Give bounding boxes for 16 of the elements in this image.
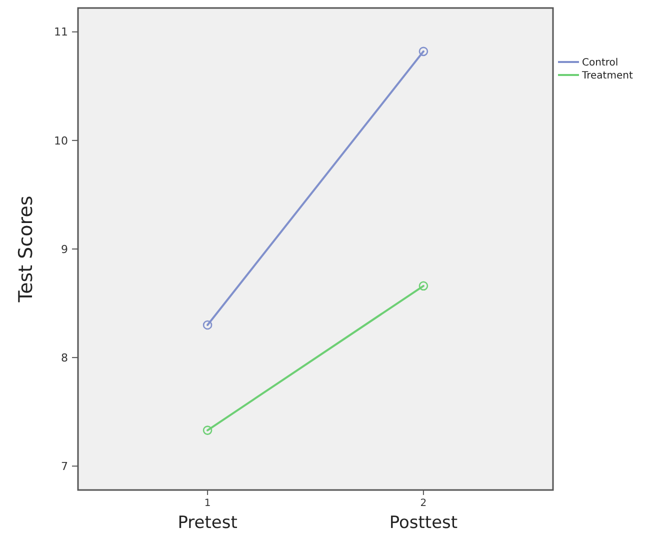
text: Pretest bbox=[178, 513, 238, 533]
point bbox=[418, 46, 428, 56]
y-tick-label: 10 bbox=[54, 134, 68, 148]
text: Posttest bbox=[389, 513, 458, 533]
point bbox=[202, 426, 212, 435]
legend-label: Treatment bbox=[581, 70, 633, 82]
x-tick-label: 2 bbox=[420, 498, 427, 509]
y-tick-label: 8 bbox=[61, 351, 68, 364]
legend-label: Control bbox=[582, 58, 618, 68]
y-tick-label: 7 bbox=[61, 460, 68, 473]
y-tick-label: 9 bbox=[61, 242, 68, 256]
y-axis-title: Test Scores bbox=[15, 196, 37, 304]
x-tick-label: 1 bbox=[204, 498, 211, 509]
point bbox=[418, 281, 428, 291]
point bbox=[202, 320, 212, 330]
y-tick-label: 11 bbox=[54, 26, 68, 39]
